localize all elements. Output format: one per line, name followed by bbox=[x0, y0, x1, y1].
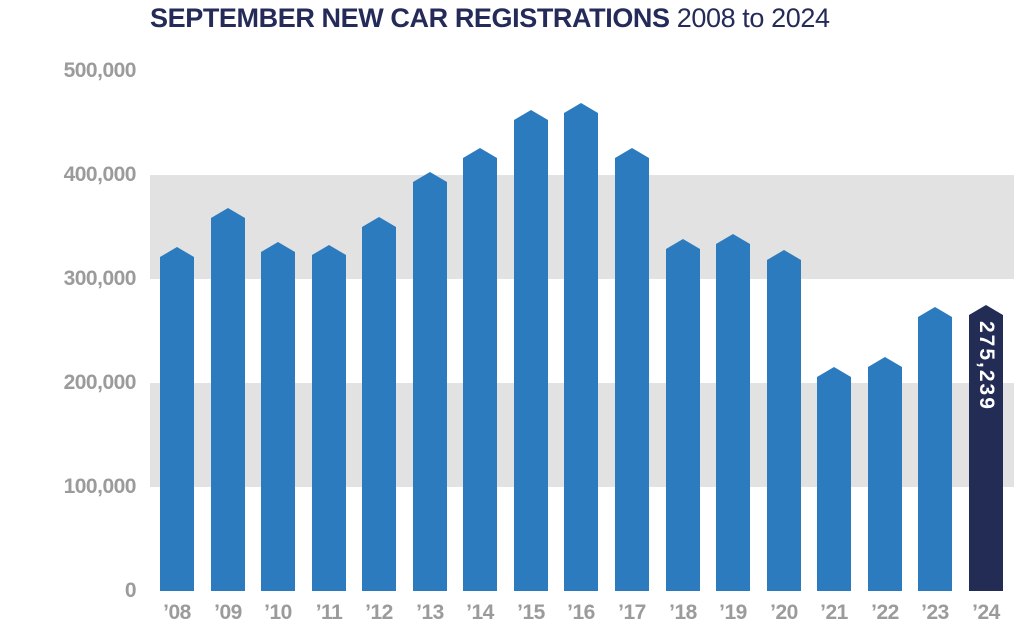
x-axis-tick-2011: ’11 bbox=[315, 601, 343, 624]
y-axis-tick-4: 100,000 bbox=[63, 475, 137, 498]
x-axis-tick-2019: ’19 bbox=[719, 601, 747, 624]
chart-title-suffix: 2008 to 2024 bbox=[676, 3, 830, 33]
highlight-bar-value-label: 275,239 bbox=[975, 321, 998, 411]
bar-2021 bbox=[817, 367, 851, 591]
bar-2013 bbox=[413, 172, 447, 591]
x-axis-tick-2014: ’14 bbox=[466, 601, 494, 624]
x-axis-tick-2020: ’20 bbox=[770, 601, 798, 624]
bar-2016 bbox=[564, 103, 598, 591]
x-axis-tick-2024: ’24 bbox=[972, 601, 1000, 624]
y-axis-tick-3: 200,000 bbox=[63, 371, 137, 394]
x-axis-tick-2013: ’13 bbox=[416, 601, 444, 624]
bar-2015 bbox=[514, 110, 548, 591]
y-axis-tick-1: 400,000 bbox=[63, 163, 137, 186]
bar-2024: 275,239 bbox=[969, 305, 1003, 591]
bar-2019 bbox=[716, 234, 750, 591]
x-axis-tick-2023: ’23 bbox=[921, 601, 949, 624]
bar-2014 bbox=[463, 148, 497, 591]
x-axis-tick-2022: ’22 bbox=[871, 601, 899, 624]
bar-2020 bbox=[767, 250, 801, 591]
x-axis-tick-2008: ’08 bbox=[163, 601, 191, 624]
bar-2012 bbox=[362, 217, 396, 591]
bar-2010 bbox=[261, 242, 295, 591]
bar-2022 bbox=[868, 357, 902, 591]
y-axis-tick-0: 500,000 bbox=[63, 59, 137, 82]
y-axis-tick-2: 300,000 bbox=[63, 267, 137, 290]
x-axis-tick-2018: ’18 bbox=[669, 601, 697, 624]
chart-title-main: SEPTEMBER NEW CAR REGISTRATIONS bbox=[150, 3, 670, 33]
bar-2017 bbox=[615, 148, 649, 591]
x-axis-tick-2017: ’17 bbox=[618, 601, 646, 624]
bar-2018 bbox=[666, 239, 700, 591]
bar-2008 bbox=[160, 247, 194, 591]
x-axis-tick-2016: ’16 bbox=[567, 601, 595, 624]
y-axis-tick-5: 0 bbox=[124, 579, 137, 602]
bar-2011 bbox=[312, 245, 346, 591]
x-axis-tick-2009: ’09 bbox=[214, 601, 242, 624]
bar-2009 bbox=[211, 208, 245, 591]
x-axis-tick-2021: ’21 bbox=[820, 601, 848, 624]
chart-title: SEPTEMBER NEW CAR REGISTRATIONS 2008 to … bbox=[150, 2, 830, 34]
x-axis-tick-2010: ’10 bbox=[264, 601, 292, 624]
x-axis-tick-2015: ’15 bbox=[517, 601, 545, 624]
x-axis-tick-2012: ’12 bbox=[365, 601, 393, 624]
bar-2023 bbox=[918, 307, 952, 591]
